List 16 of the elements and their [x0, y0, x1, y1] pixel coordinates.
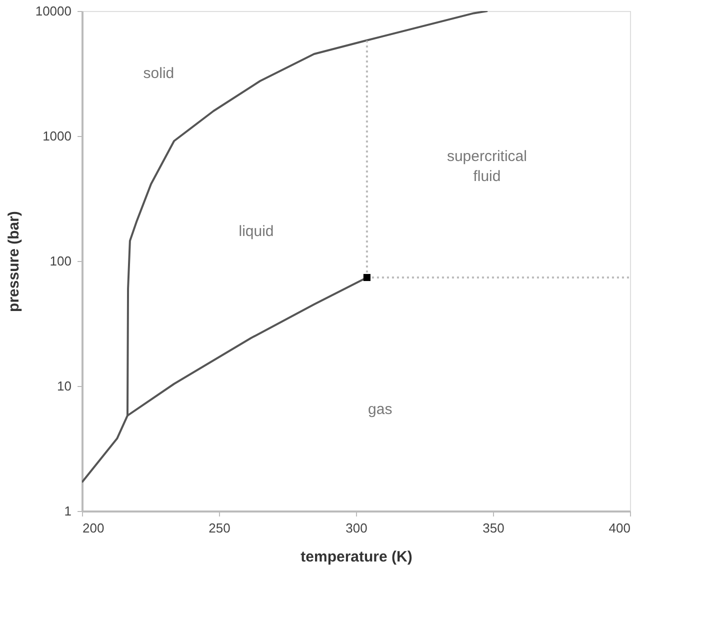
y-tick-label: 1: [64, 504, 72, 518]
x-axis-title: temperature (K): [300, 548, 412, 566]
x-tick-label: 250: [208, 520, 230, 536]
x-tick-label: 400: [608, 520, 630, 536]
y-tick-label: 10: [57, 378, 72, 394]
x-tick-label: 350: [482, 520, 504, 536]
y-axis-title: pressure (bar): [5, 211, 22, 312]
annotation: supercritical fluid: [446, 148, 527, 185]
x-tick-label: 200: [82, 520, 104, 536]
annotation: gas: [368, 401, 392, 418]
y-tick-label: 1000: [42, 128, 72, 144]
x-tick-label: 300: [346, 520, 368, 536]
annotation: liquid: [238, 223, 274, 240]
y-tick-label: 100: [50, 254, 72, 268]
annotation: solid: [143, 65, 174, 82]
y-tick-label: 10000: [35, 4, 72, 18]
